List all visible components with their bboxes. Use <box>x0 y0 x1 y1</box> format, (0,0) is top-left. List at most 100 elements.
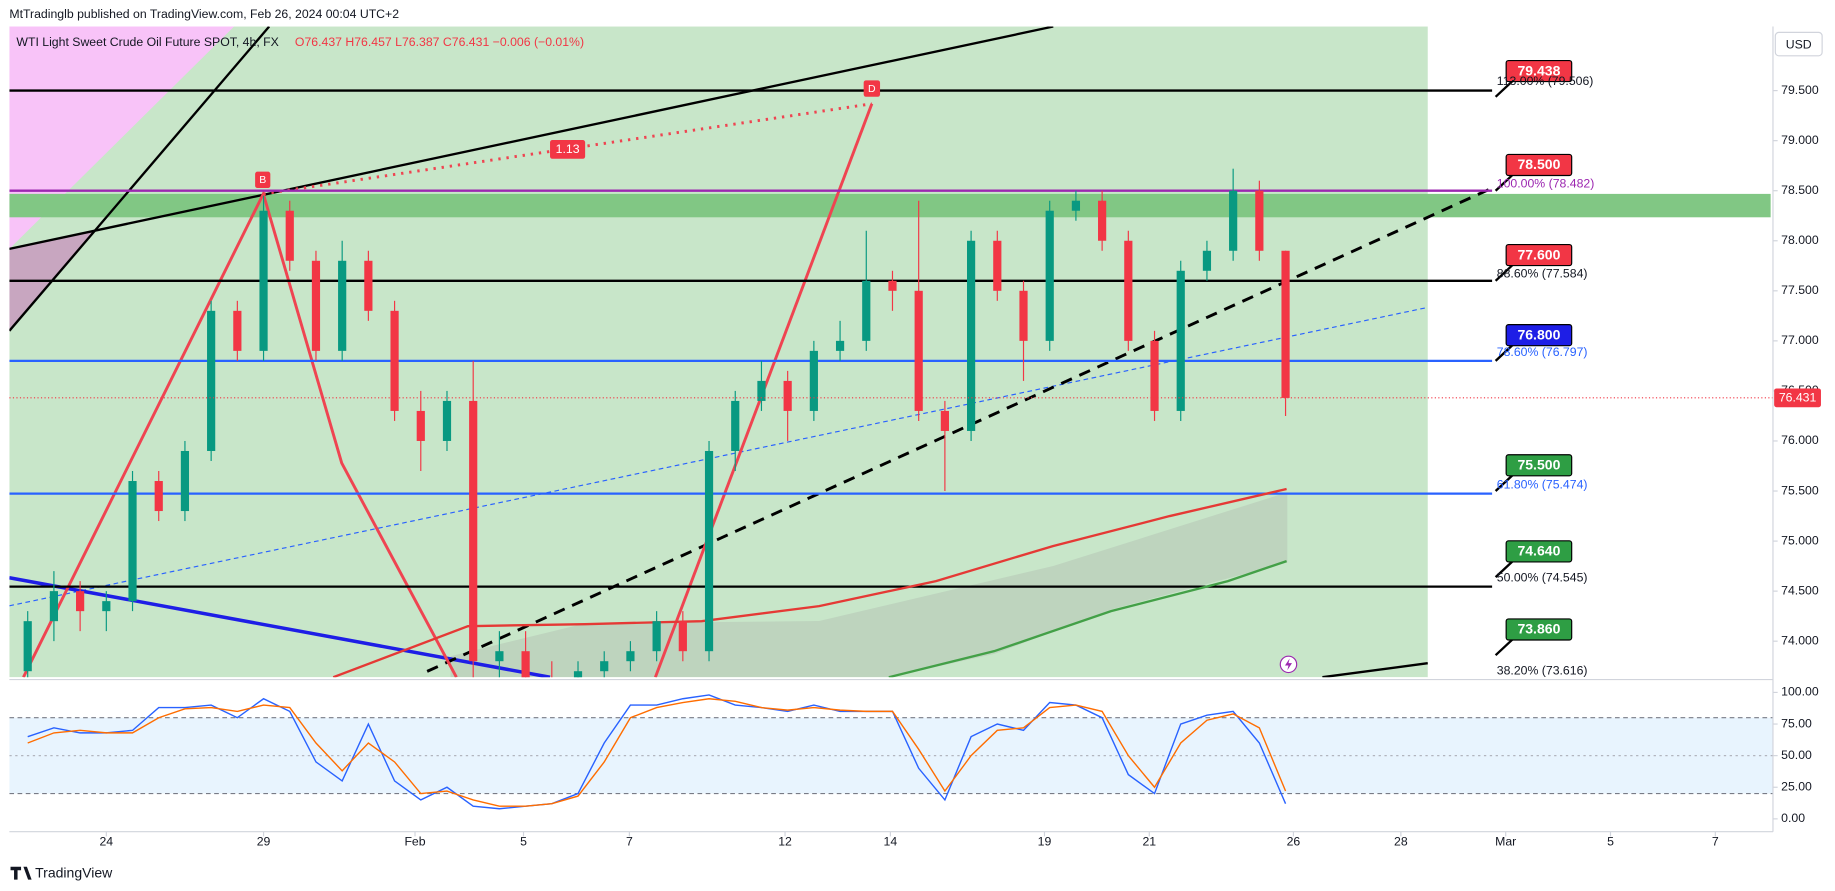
level-label: 79.438 <box>1517 62 1560 78</box>
level-tag <box>1505 324 1573 347</box>
event-bolt <box>1284 658 1292 671</box>
y-tick-label: 75.500 <box>1781 483 1819 497</box>
candle-body <box>102 601 111 612</box>
level-tag <box>1505 454 1573 477</box>
level-tag <box>1505 59 1573 83</box>
candle-body <box>416 410 425 441</box>
currency[interactable]: USD <box>1786 38 1812 52</box>
candle-body <box>285 210 294 261</box>
fib-label: 50.00% (74.545) <box>1497 571 1588 585</box>
y-tick-label: 78.000 <box>1781 233 1819 247</box>
fib-label: 88.60% (77.584) <box>1497 266 1588 280</box>
candle-body <box>704 450 714 652</box>
x-tick-label: 7 <box>1712 834 1719 848</box>
candle-body <box>128 481 137 602</box>
candle-body <box>731 400 740 451</box>
candle-body <box>940 410 949 431</box>
candle-body <box>1045 210 1054 341</box>
candle-body <box>783 380 792 411</box>
x-tick-label: 21 <box>1142 834 1156 848</box>
level-label: 76.800 <box>1517 326 1560 342</box>
candle-body <box>1071 200 1081 211</box>
candle-body <box>338 260 347 351</box>
level-label: 73.860 <box>1517 621 1560 637</box>
x-tick-label: Feb <box>404 834 425 848</box>
ratio-label: 1.13 <box>556 142 580 156</box>
level-tag <box>1505 153 1573 177</box>
candle-body <box>259 210 268 351</box>
last-price-tag <box>1774 388 1821 408</box>
candle-body <box>835 340 845 351</box>
candle-body <box>364 260 373 311</box>
moving-average <box>888 559 1287 678</box>
channel-bottom <box>1322 662 1428 678</box>
candle-body <box>809 350 818 411</box>
osc-tick-label: 0.00 <box>1781 811 1805 825</box>
osc-tick-label: 25.00 <box>1781 779 1812 793</box>
fib-label: 100.00% (78.482) <box>1497 177 1595 191</box>
level-label: 78.500 <box>1517 156 1560 172</box>
candle-body <box>469 400 478 662</box>
candle-body <box>573 671 583 678</box>
fib-label: 78.60% (76.797) <box>1497 345 1588 359</box>
y-tick-label: 77.000 <box>1781 333 1819 347</box>
range-box <box>9 26 1428 678</box>
level-tag <box>1505 243 1573 267</box>
zigzag <box>22 189 458 678</box>
fib-label: 113.00% (79.506) <box>1497 74 1594 88</box>
x-tick-label: 26 <box>1287 834 1301 848</box>
x-tick-label: 19 <box>1038 834 1052 848</box>
candle-body <box>678 621 687 652</box>
last-price-label: 76.431 <box>1779 391 1817 405</box>
fib-label: 61.80% (75.474) <box>1497 478 1588 492</box>
candle-body <box>76 591 85 612</box>
candle-body <box>1281 250 1290 398</box>
candle-body <box>1229 190 1238 251</box>
channel-top <box>9 26 1054 251</box>
candle-body <box>521 651 530 678</box>
level-pointer <box>1494 637 1514 657</box>
x-tick-label: 12 <box>778 834 792 848</box>
candle-body <box>966 240 976 431</box>
publisher: MtTradinglb published on TradingView.com… <box>9 7 399 21</box>
level-pointer <box>1494 473 1514 492</box>
candle-body <box>1150 340 1159 411</box>
fib-label: 38.20% (73.616) <box>1497 664 1588 678</box>
candle-body <box>652 621 661 652</box>
x-tick-label: 29 <box>257 834 271 848</box>
level-pointer <box>1494 173 1514 192</box>
y-tick-label: 77.500 <box>1781 283 1819 297</box>
candle-body <box>390 310 399 411</box>
y-tick-label: 79.500 <box>1781 83 1819 97</box>
level-pointer <box>1494 559 1514 578</box>
osc-tick-label: 75.00 <box>1781 716 1812 730</box>
candle-body <box>1202 250 1212 271</box>
dashed-trendline <box>426 186 1493 673</box>
candle-body <box>1098 200 1107 241</box>
blue-trendline <box>9 576 551 678</box>
level-tag <box>1505 540 1573 563</box>
pink-zone <box>9 26 235 249</box>
x-tick-label: Mar <box>1495 834 1516 848</box>
y-tick-label: 74.500 <box>1781 583 1819 597</box>
candle-body <box>1176 270 1185 411</box>
y-tick-label: 75.000 <box>1781 533 1819 547</box>
y-tick-label: 79.000 <box>1781 133 1819 147</box>
candle-body <box>442 400 452 441</box>
candle-body <box>49 591 59 622</box>
y-tick-label: 74.000 <box>1781 633 1819 647</box>
pattern-label: D <box>868 83 876 95</box>
x-tick-label: 24 <box>99 834 113 848</box>
candle-body <box>495 651 504 662</box>
osc-tick-label: 100.00 <box>1781 685 1819 699</box>
currency-button[interactable] <box>1774 31 1823 57</box>
moving-average <box>332 487 1287 678</box>
level-label: 77.600 <box>1517 246 1560 262</box>
x-tick-label: 28 <box>1394 834 1408 848</box>
osc-tick-label: 50.00 <box>1781 748 1812 762</box>
mid-trendline <box>9 306 1428 607</box>
candle-body <box>180 450 190 512</box>
candle-body <box>311 260 321 351</box>
x-tick-label: 5 <box>520 834 527 848</box>
